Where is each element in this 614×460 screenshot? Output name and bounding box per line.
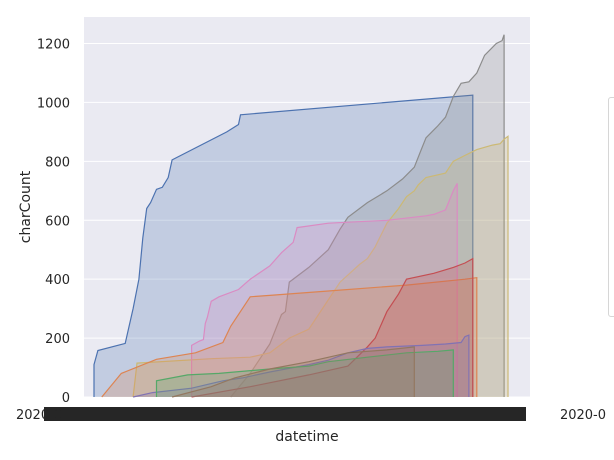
series-area-5 (101, 277, 477, 397)
series-area-1 (94, 95, 473, 397)
y-tick-label: 600 (45, 214, 70, 229)
series-line-4 (191, 183, 458, 397)
x-tick-label-cluster (44, 407, 526, 421)
series-line-9 (171, 346, 415, 398)
series-area-9 (172, 346, 415, 397)
y-tick-label: 0 (62, 391, 70, 406)
series-area-4 (191, 183, 458, 397)
y-tick-labels: 0 200 400 600 800 1000 1200 (37, 38, 70, 406)
legend-box (608, 97, 614, 317)
series-line-3 (132, 135, 509, 398)
plot-background (84, 17, 530, 397)
y-axis-label: charCount (18, 170, 34, 243)
series-area-6 (191, 258, 473, 397)
series-areas (93, 34, 509, 398)
series-line-8 (155, 349, 454, 397)
y-tick-label: 1000 (37, 96, 70, 111)
series-area-8 (156, 349, 454, 397)
series-line-6 (191, 257, 474, 398)
series-line-1 (93, 94, 474, 397)
series-area-3 (133, 136, 508, 398)
y-tick-label: 400 (45, 273, 70, 288)
series-area-2 (230, 34, 505, 397)
series-line-5 (101, 277, 478, 398)
x-tick-label-left: 2020-0 (16, 408, 62, 423)
x-tick-labels: 2020-0 2020-0 (16, 407, 606, 423)
y-tick-label: 200 (45, 332, 70, 347)
y-tick-label: 800 (45, 155, 70, 170)
series-line-2 (230, 34, 505, 398)
gridlines (84, 43, 530, 398)
x-tick-label-right: 2020-0 (560, 408, 606, 423)
y-tick-label: 1200 (37, 38, 70, 53)
x-axis-label: datetime (275, 429, 338, 445)
